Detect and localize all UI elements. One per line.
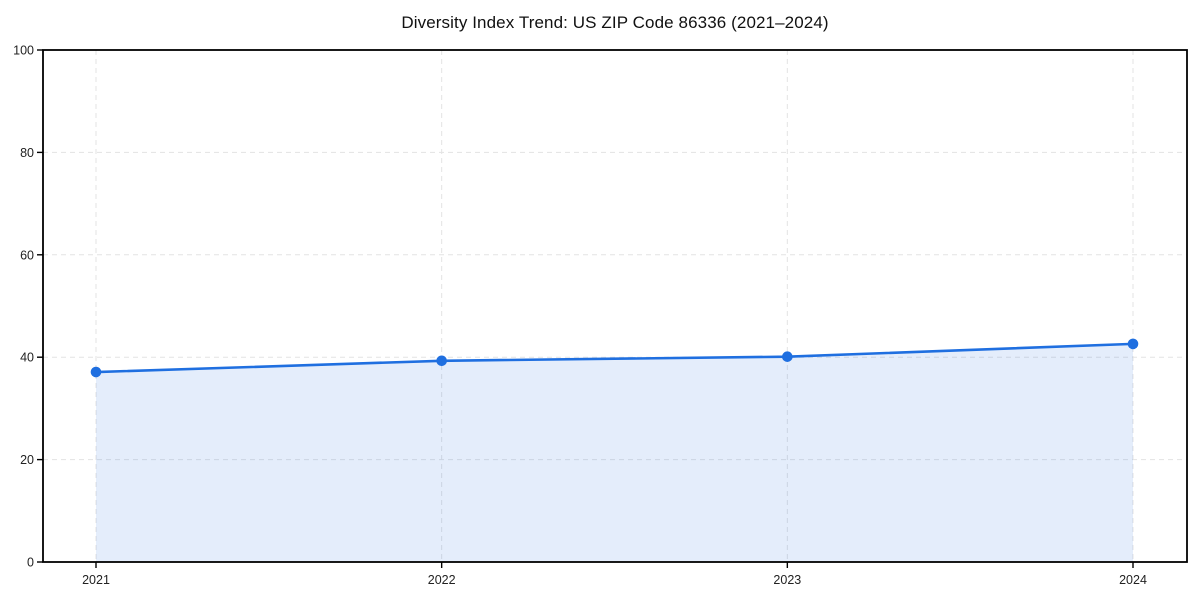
data-point-marker: [90, 366, 102, 378]
trend-line: [94, 342, 1135, 374]
chart-title: Diversity Index Trend: US ZIP Code 86336…: [401, 13, 829, 32]
data-point-marker: [1127, 338, 1139, 350]
y-tick-label: 0: [27, 556, 34, 570]
y-tick-label: 40: [20, 351, 34, 365]
y-tick-label: 100: [13, 44, 34, 58]
data-point-marker: [436, 355, 447, 367]
x-tick-label: 2024: [1119, 573, 1147, 587]
y-tick-label: 80: [20, 146, 34, 160]
plot-border: [42, 49, 1188, 563]
area-fill: [96, 343, 1133, 562]
y-tick-label: 60: [20, 248, 34, 262]
data-point-marker: [782, 351, 793, 362]
x-tick-label: 2021: [82, 573, 110, 587]
y-tick-label: 20: [20, 453, 34, 467]
x-tick-label: 2022: [428, 573, 456, 587]
x-tick-label: 2023: [773, 573, 801, 587]
